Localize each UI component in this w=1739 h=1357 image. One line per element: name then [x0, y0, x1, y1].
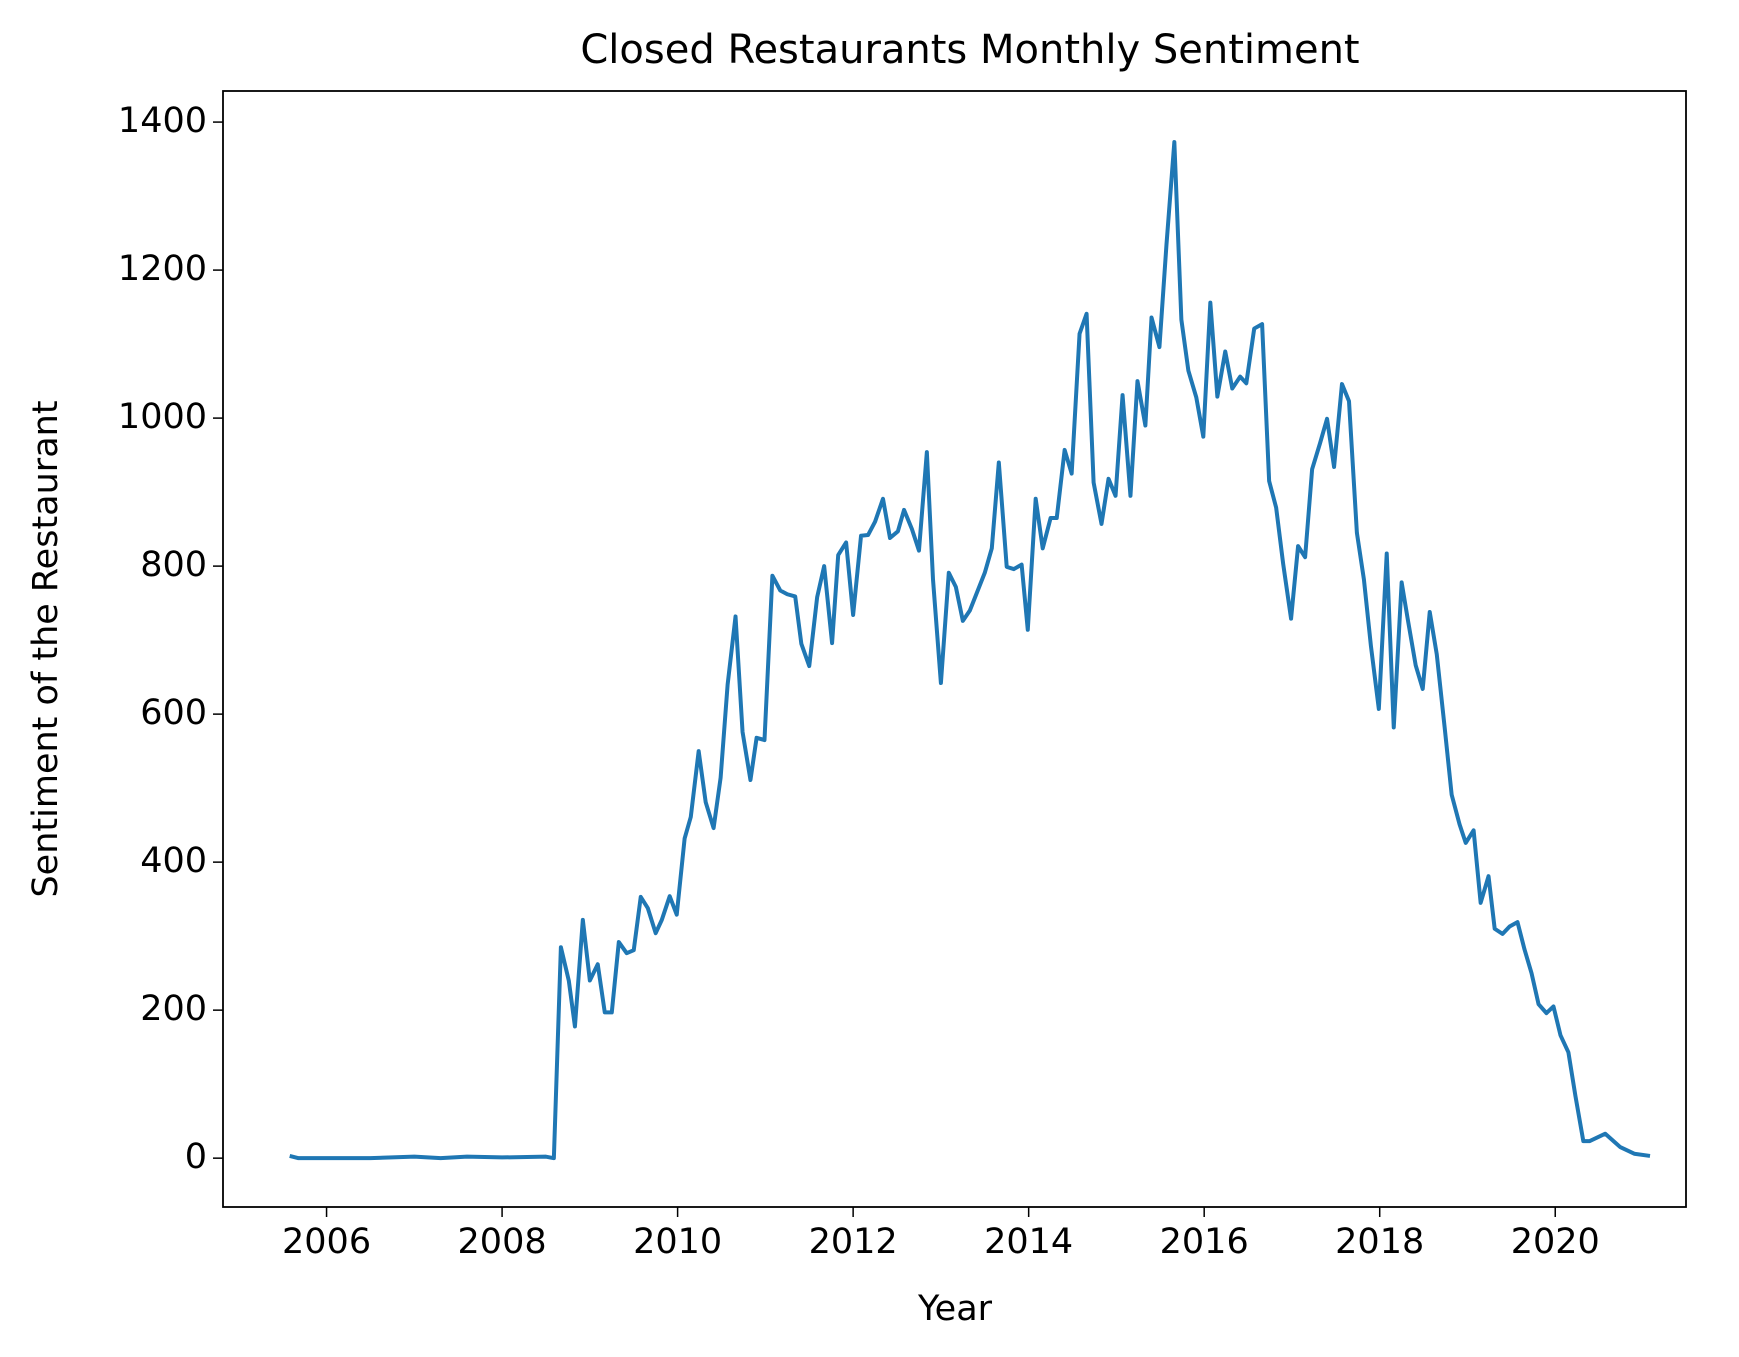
y-tick-label: 1400 — [118, 101, 207, 141]
y-tick-label: 200 — [140, 989, 207, 1029]
y-axis-label: Sentiment of the Restaurant — [26, 400, 66, 897]
y-tick-label: 0 — [185, 1137, 207, 1177]
x-tick-label: 2016 — [1160, 1222, 1249, 1262]
y-tick-label: 400 — [140, 841, 207, 881]
x-tick-label: 2012 — [809, 1222, 898, 1262]
line-series — [289, 140, 1651, 1161]
y-tick-label: 600 — [140, 693, 207, 733]
x-tick-label: 2014 — [984, 1222, 1073, 1262]
x-tick-label: 2010 — [633, 1222, 722, 1262]
chart-title: Closed Restaurants Monthly Sentiment — [580, 27, 1359, 73]
x-tick-label: 2020 — [1511, 1222, 1600, 1262]
x-tick-label: 2018 — [1335, 1222, 1424, 1262]
y-tick-label: 800 — [140, 545, 207, 585]
x-tick-label: 2008 — [458, 1222, 547, 1262]
y-tick-label: 1000 — [118, 397, 207, 437]
plot-frame — [222, 90, 1687, 1208]
y-tick-label: 1200 — [118, 249, 207, 289]
x-axis-label: Year — [917, 1289, 993, 1329]
x-tick-label: 2006 — [282, 1222, 371, 1262]
